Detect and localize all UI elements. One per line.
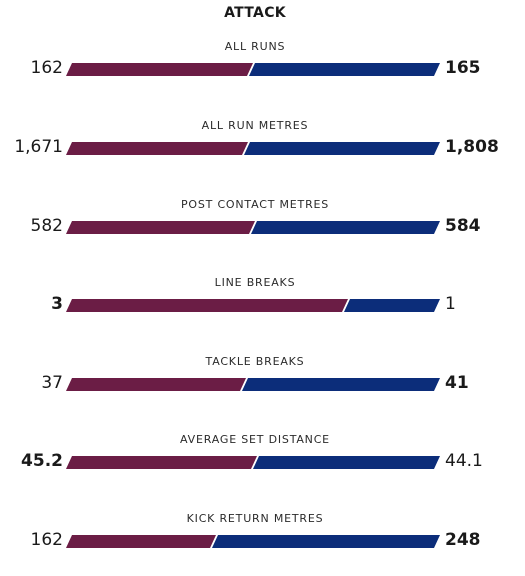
away-value: 1 — [445, 294, 456, 314]
stat-row-post-contact-metres: POST CONTACT METRES 582 584 — [0, 198, 525, 248]
home-bar — [66, 299, 348, 312]
away-bar — [244, 142, 440, 155]
home-bar — [66, 535, 216, 548]
comparison-bar — [66, 378, 440, 391]
stat-row-all-runs: ALL RUNS 162 165 — [0, 40, 525, 90]
stat-row-average-set-distance: AVERAGE SET DISTANCE 45.2 44.1 — [0, 433, 525, 483]
home-bar — [66, 142, 248, 155]
comparison-bar — [66, 456, 440, 469]
comparison-bar — [66, 63, 440, 76]
home-value: 162 — [30, 58, 63, 78]
home-value: 582 — [30, 216, 63, 236]
comparison-bar — [66, 299, 440, 312]
stat-label: POST CONTACT METRES — [180, 198, 330, 211]
away-bar — [344, 299, 440, 312]
away-value: 44.1 — [445, 451, 483, 471]
away-bar — [212, 535, 440, 548]
away-bar — [242, 378, 440, 391]
stat-label: ALL RUN METRES — [201, 119, 309, 132]
away-value: 584 — [445, 216, 481, 236]
away-bar — [251, 221, 440, 234]
stat-row-kick-return-metres: KICK RETURN METRES 162 248 — [0, 512, 525, 562]
stat-label: ALL RUNS — [224, 40, 286, 53]
away-value: 1,808 — [445, 137, 499, 157]
stat-row-line-breaks: LINE BREAKS 3 1 — [0, 276, 525, 326]
home-bar — [66, 378, 246, 391]
stat-label: AVERAGE SET DISTANCE — [180, 433, 330, 446]
section-title: ATTACK — [224, 5, 286, 21]
away-value: 248 — [445, 530, 481, 550]
stat-label: KICK RETURN METRES — [186, 512, 324, 525]
home-value: 1,671 — [14, 137, 63, 157]
home-value: 37 — [41, 373, 63, 393]
away-bar — [249, 63, 440, 76]
comparison-bar — [66, 535, 440, 548]
stat-row-tackle-breaks: TACKLE BREAKS 37 41 — [0, 355, 525, 405]
comparison-bar — [66, 221, 440, 234]
home-bar — [66, 63, 253, 76]
home-bar — [66, 221, 255, 234]
stat-label: LINE BREAKS — [214, 276, 296, 289]
home-value: 3 — [51, 294, 63, 314]
stat-row-all-run-metres: ALL RUN METRES 1,671 1,808 — [0, 119, 525, 169]
away-value: 41 — [445, 373, 469, 393]
home-bar — [66, 456, 257, 469]
stat-label: TACKLE BREAKS — [205, 355, 305, 368]
home-value: 45.2 — [21, 451, 63, 471]
comparison-bar — [66, 142, 440, 155]
home-value: 162 — [30, 530, 63, 550]
away-bar — [253, 456, 440, 469]
away-value: 165 — [445, 58, 481, 78]
